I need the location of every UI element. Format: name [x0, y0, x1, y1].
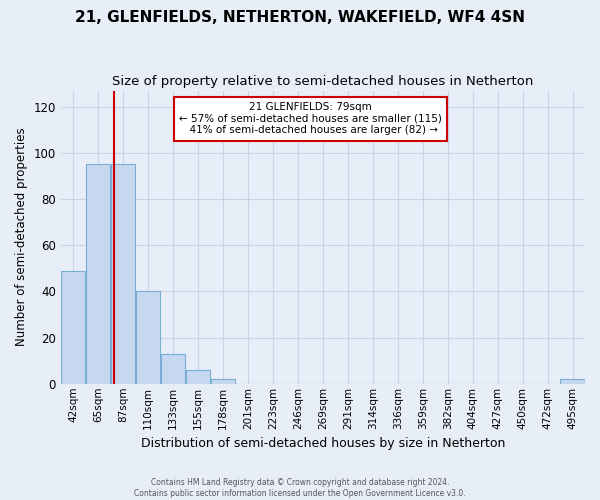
Bar	[86, 164, 110, 384]
Bar	[211, 379, 235, 384]
Title: Size of property relative to semi-detached houses in Netherton: Size of property relative to semi-detach…	[112, 75, 533, 88]
Bar	[186, 370, 210, 384]
Bar	[161, 354, 185, 384]
Bar	[136, 292, 160, 384]
Text: Contains HM Land Registry data © Crown copyright and database right 2024.
Contai: Contains HM Land Registry data © Crown c…	[134, 478, 466, 498]
Bar	[560, 379, 584, 384]
Y-axis label: Number of semi-detached properties: Number of semi-detached properties	[15, 128, 28, 346]
Bar	[61, 270, 85, 384]
X-axis label: Distribution of semi-detached houses by size in Netherton: Distribution of semi-detached houses by …	[141, 437, 505, 450]
Text: 21, GLENFIELDS, NETHERTON, WAKEFIELD, WF4 4SN: 21, GLENFIELDS, NETHERTON, WAKEFIELD, WF…	[75, 10, 525, 25]
Text: 21 GLENFIELDS: 79sqm
← 57% of semi-detached houses are smaller (115)
  41% of se: 21 GLENFIELDS: 79sqm ← 57% of semi-detac…	[179, 102, 442, 136]
Bar	[111, 164, 136, 384]
